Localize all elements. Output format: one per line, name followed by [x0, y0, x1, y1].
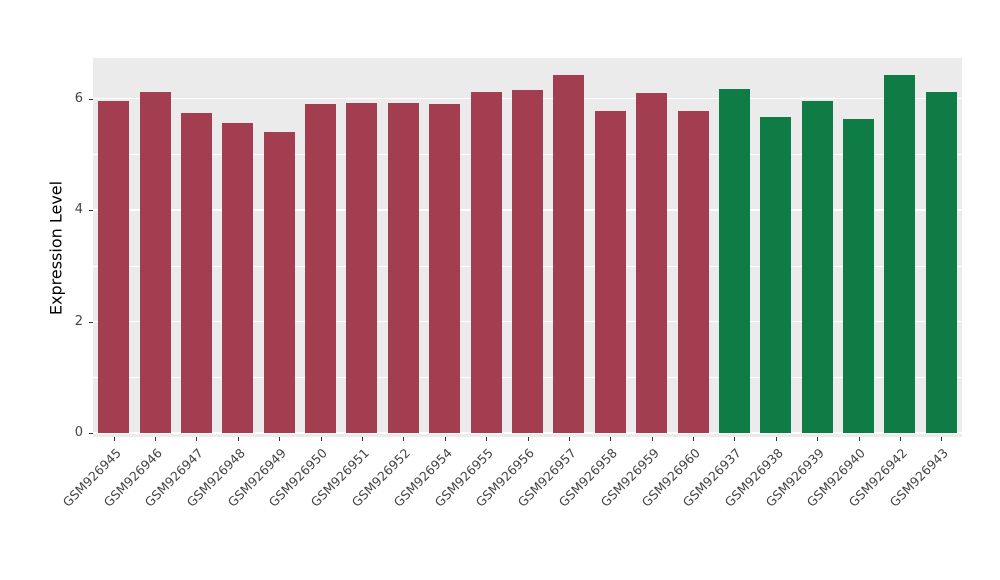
bar [263, 132, 295, 433]
bar [512, 90, 543, 433]
bar [139, 91, 171, 433]
x-axis-tick [444, 437, 446, 441]
bar [180, 112, 212, 433]
x-axis-tick [320, 437, 322, 441]
bar [429, 104, 461, 433]
bar [470, 91, 502, 433]
bar [760, 117, 792, 433]
bar [884, 74, 916, 433]
x-axis-tick [279, 437, 281, 441]
x-axis-tick [734, 437, 736, 441]
y-axis-tick [89, 98, 93, 100]
x-axis-tick [155, 437, 157, 441]
y-tick-label: 4 [74, 202, 83, 218]
y-tick-label: 2 [74, 313, 83, 329]
bar [677, 111, 709, 433]
bar [346, 103, 378, 433]
x-axis-tick [486, 437, 488, 441]
bar [636, 93, 668, 433]
y-tick-label: 6 [74, 90, 83, 106]
y-axis-tick [89, 210, 93, 212]
bar [553, 74, 585, 433]
x-axis-tick [817, 437, 819, 441]
bar [594, 111, 626, 433]
x-axis-tick [237, 437, 239, 441]
x-axis-tick [527, 437, 529, 441]
bar [387, 102, 419, 433]
bar [925, 91, 957, 433]
plot-panel [93, 58, 962, 437]
x-axis-tick [775, 437, 777, 441]
x-axis-tick [196, 437, 198, 441]
x-axis-tick [403, 437, 405, 441]
x-axis-tick [568, 437, 570, 441]
bar [98, 101, 130, 433]
x-axis-tick [858, 437, 860, 441]
y-axis-title: Expression Level [46, 180, 66, 315]
bar [222, 122, 254, 433]
x-axis-tick [899, 437, 901, 441]
bar [305, 104, 337, 433]
x-axis-tick [361, 437, 363, 441]
y-axis-tick [89, 321, 93, 323]
major-gridline [93, 432, 962, 434]
bar [718, 89, 750, 433]
y-axis-tick [89, 433, 93, 434]
x-axis-tick [693, 437, 695, 441]
x-axis-tick [941, 437, 943, 441]
x-axis-tick [651, 437, 653, 441]
bar [843, 119, 875, 433]
x-axis-tick [610, 437, 612, 441]
x-axis-tick [113, 437, 115, 441]
y-tick-label: 0 [74, 425, 83, 440]
bar [801, 101, 833, 433]
